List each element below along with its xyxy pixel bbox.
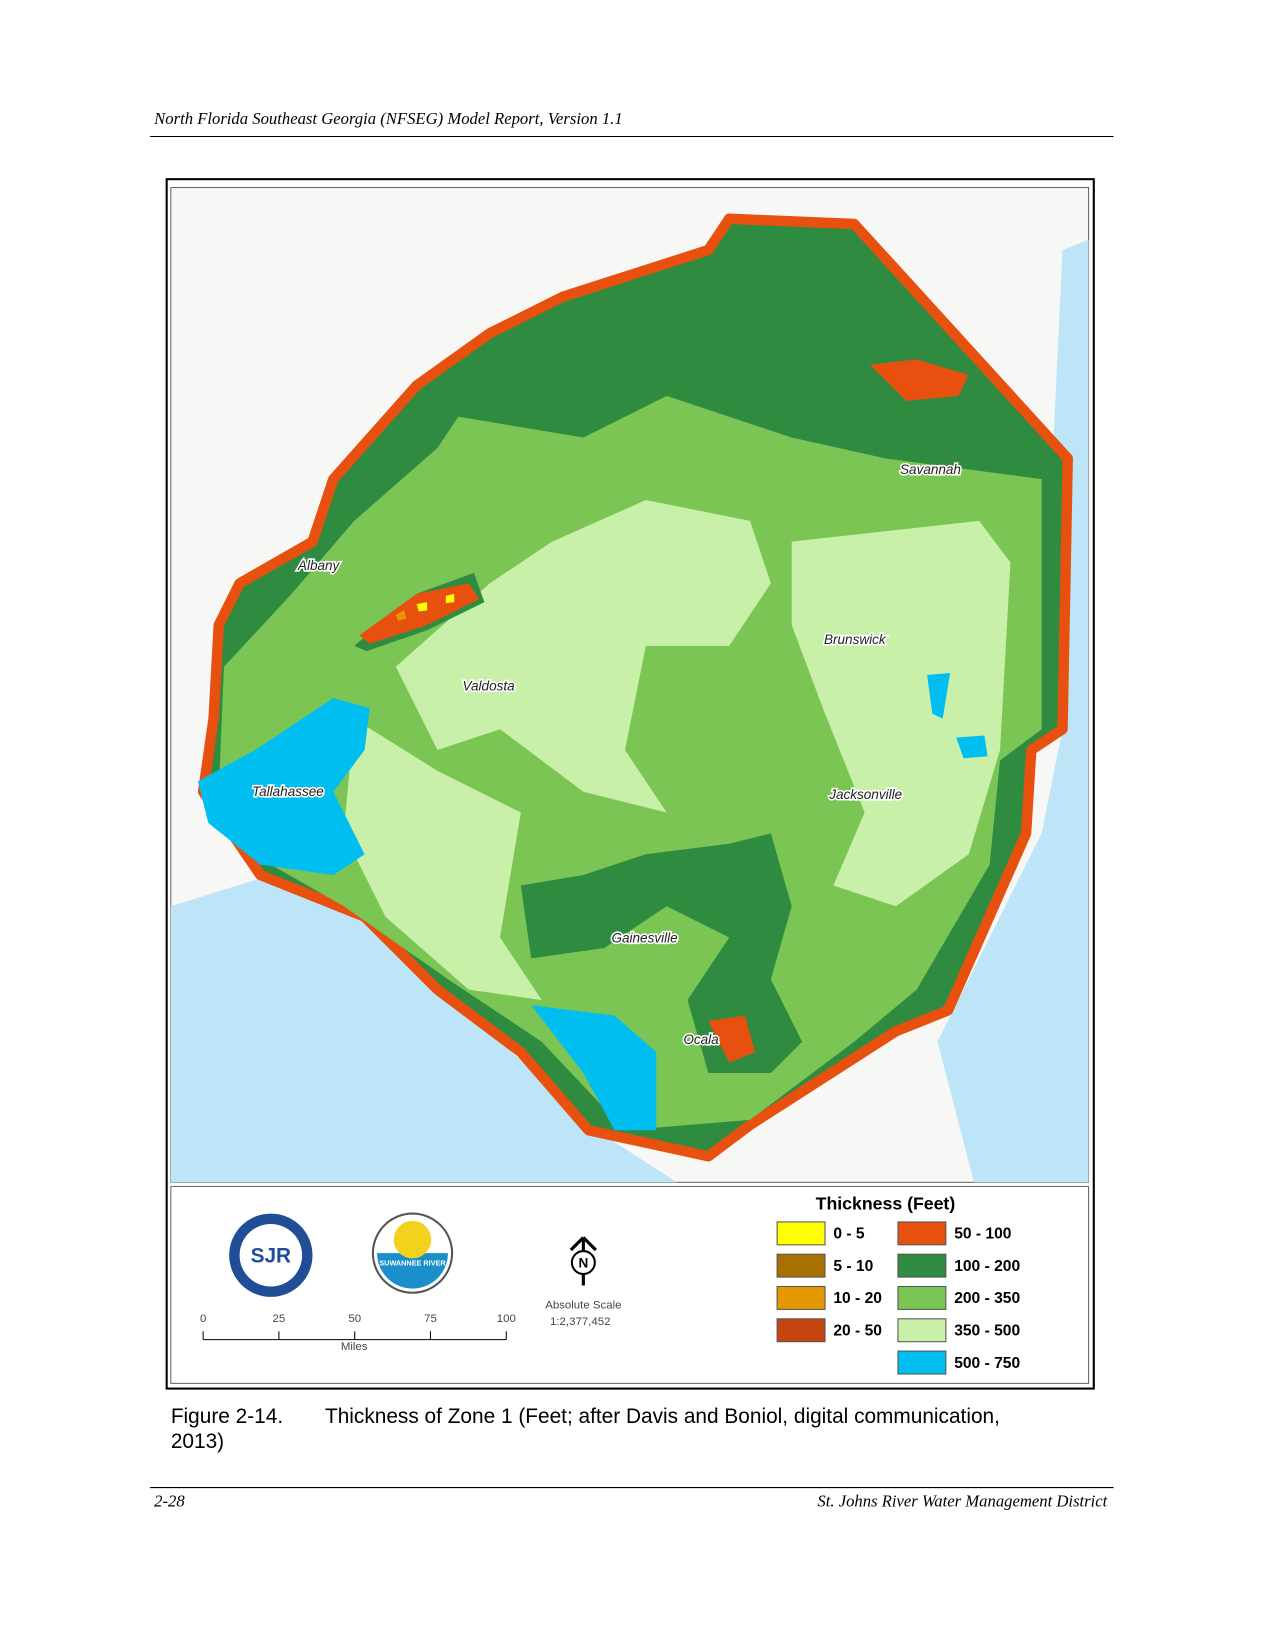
scale-tick-label: 50 bbox=[348, 1313, 361, 1325]
thickness-zone bbox=[520, 833, 803, 1073]
logo-sjr: SJR bbox=[229, 1213, 313, 1297]
logo-inner bbox=[239, 1223, 303, 1287]
logo-water bbox=[377, 1253, 448, 1289]
legend-swatch bbox=[897, 1253, 947, 1278]
city-label: Gainesville bbox=[611, 931, 678, 946]
city-label: Brunswick bbox=[824, 632, 887, 647]
scale-tick-label: 0 bbox=[200, 1313, 206, 1325]
legend-label: 350 - 500 bbox=[954, 1322, 1020, 1339]
legend-panel bbox=[170, 1185, 1090, 1384]
legend-title: Thickness (Feet) bbox=[816, 1193, 956, 1213]
logo-text: SUWANNEE RIVER bbox=[379, 1259, 446, 1268]
thickness-zone bbox=[531, 1005, 657, 1131]
north-label: N bbox=[578, 1256, 588, 1271]
legend-swatch bbox=[897, 1350, 947, 1375]
thickness-zone bbox=[927, 672, 951, 719]
scale-title: Absolute Scale bbox=[545, 1299, 621, 1311]
legend-label: 0 - 5 bbox=[833, 1226, 865, 1243]
city-label: Jacksonville bbox=[828, 787, 902, 802]
legend-swatch bbox=[897, 1285, 947, 1310]
scale-tick-label: 100 bbox=[497, 1313, 516, 1325]
ocean bbox=[937, 239, 1089, 1183]
city-label: Savannah bbox=[900, 462, 961, 477]
thickness-zone bbox=[869, 359, 969, 402]
caption-number: Figure 2-14. bbox=[171, 1405, 283, 1428]
legend-label: 50 - 100 bbox=[954, 1226, 1012, 1243]
caption-text-cont: 2013) bbox=[171, 1430, 224, 1453]
legend-label: 10 - 20 bbox=[833, 1290, 882, 1307]
city-label: Valdosta bbox=[463, 679, 516, 694]
legend-swatch bbox=[776, 1221, 826, 1246]
caption-text: Thickness of Zone 1 (Feet; after Davis a… bbox=[325, 1405, 1000, 1428]
thickness-zone bbox=[395, 500, 771, 813]
figure-frame bbox=[165, 178, 1095, 1390]
gulf bbox=[170, 875, 678, 1183]
thickness-zone bbox=[708, 1015, 756, 1063]
logo-text: SJR bbox=[251, 1245, 292, 1268]
scale-tick-label: 75 bbox=[424, 1313, 437, 1325]
page-content: North Florida Southeast Georgia (NFSEG) … bbox=[150, 109, 1114, 1510]
arrow-circle bbox=[570, 1250, 596, 1276]
legend-swatch bbox=[776, 1285, 826, 1310]
thickness-zone bbox=[416, 602, 428, 612]
thickness-zone bbox=[956, 735, 988, 759]
thickness-zone bbox=[197, 697, 370, 876]
scale-tick-label: 25 bbox=[273, 1313, 286, 1325]
legend-swatch bbox=[776, 1253, 826, 1278]
scale-ratio: 1:2,377,452 bbox=[550, 1316, 610, 1328]
logo-srwmd: SUWANNEE RIVER bbox=[371, 1212, 454, 1294]
legend-swatch bbox=[897, 1318, 947, 1343]
scale-unit: Miles bbox=[341, 1341, 368, 1353]
legend-label: 20 - 50 bbox=[833, 1322, 882, 1339]
north-arrow: N bbox=[569, 1236, 597, 1286]
legend-label: 200 - 350 bbox=[954, 1290, 1020, 1307]
footer-org: St. Johns River Water Management Distric… bbox=[817, 1491, 1107, 1510]
logo-sun bbox=[393, 1220, 432, 1259]
legend-label: 100 - 200 bbox=[954, 1258, 1020, 1275]
legend-label: 500 - 750 bbox=[954, 1355, 1020, 1372]
footer-page: 2-28 bbox=[154, 1491, 185, 1510]
thickness-zone bbox=[395, 610, 407, 621]
thickness-zone bbox=[791, 520, 1011, 907]
city-label: Tallahassee bbox=[252, 784, 324, 799]
legend-swatch bbox=[776, 1318, 826, 1343]
thickness-zone bbox=[343, 718, 542, 1001]
header-title: North Florida Southeast Georgia (NFSEG) … bbox=[153, 109, 623, 128]
city-label: Ocala bbox=[683, 1032, 719, 1047]
city-label: Albany bbox=[297, 558, 341, 573]
legend-swatch bbox=[897, 1221, 947, 1246]
thickness-zone bbox=[445, 593, 455, 604]
legend-label: 5 - 10 bbox=[833, 1258, 873, 1275]
map: Savannah Albany Brunswick Valdosta Tallahass… bbox=[170, 213, 1089, 1183]
